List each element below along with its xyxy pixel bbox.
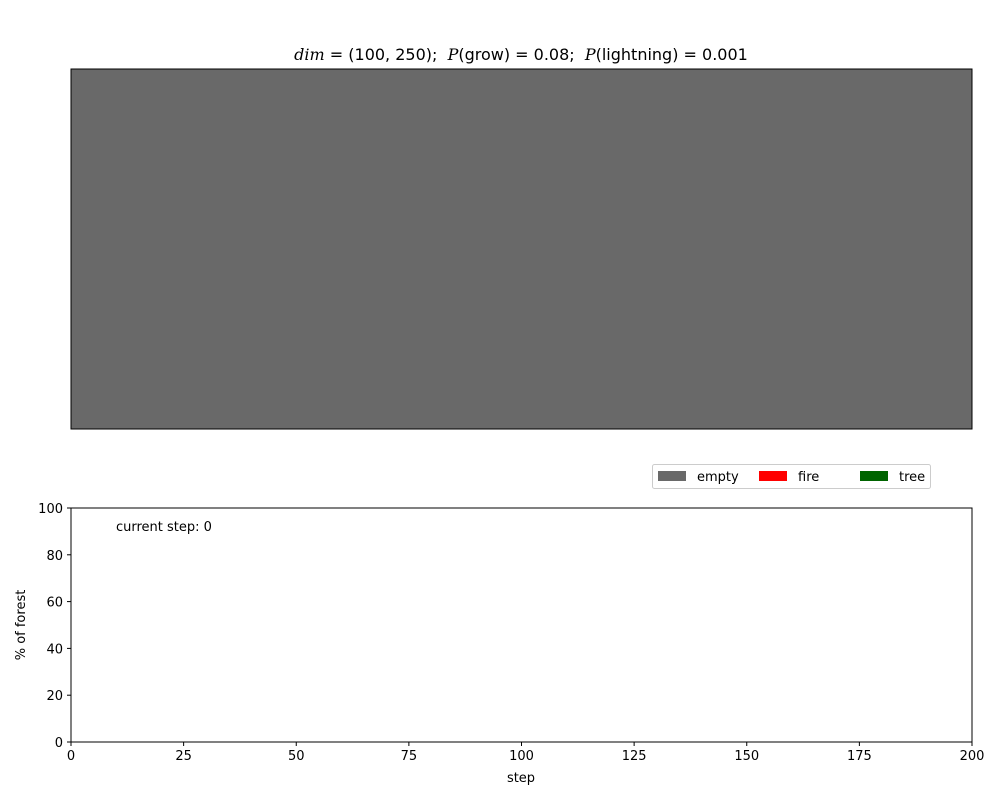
title-p2-var: P [584, 45, 596, 64]
y-tick-label: 80 [46, 549, 63, 564]
x-tick-label: 125 [622, 749, 647, 764]
forest-grid-image [70, 68, 973, 430]
title-p1-var: P [447, 45, 459, 64]
legend: empty fire tree [652, 464, 931, 489]
title-p2-rest: (lightning) = 0.001 [596, 45, 748, 64]
legend-label-empty: empty [697, 470, 739, 485]
legend-frame [652, 464, 931, 489]
legend-swatch-tree [860, 471, 888, 481]
y-tick-label: 60 [46, 596, 63, 611]
grid-title: dim = (100, 250); P(grow) = 0.08; P(ligh… [294, 45, 748, 64]
y-axis-label: % of forest [14, 590, 29, 661]
y-tick-label: 100 [38, 502, 63, 517]
title-dim-var: dim [294, 45, 325, 64]
legend-label-tree: tree [899, 470, 925, 485]
x-tick-label: 50 [288, 749, 305, 764]
x-axis-label: step [507, 771, 535, 786]
y-tick-label: 40 [46, 642, 63, 657]
y-tick-label: 20 [46, 689, 63, 704]
plot-area [70, 507, 973, 743]
x-tick-label: 0 [67, 749, 75, 764]
legend-swatch-fire [759, 471, 787, 481]
current-step-annotation: current step: 0 [116, 520, 212, 535]
x-tick-label: 150 [734, 749, 759, 764]
legend-label-fire: fire [798, 470, 819, 485]
x-tick-label: 75 [401, 749, 418, 764]
x-tick-label: 200 [960, 749, 985, 764]
x-tick-label: 100 [509, 749, 534, 764]
title-p1-rest: (grow) = 0.08; [458, 45, 585, 64]
legend-swatch-empty [658, 471, 686, 481]
x-tick-label: 25 [175, 749, 192, 764]
line-plot: 0 25 50 75 100 125 150 175 200 0 20 40 60 80 100 curr… [14, 502, 984, 786]
y-tick-label: 0 [55, 736, 63, 751]
x-tick-label: 175 [847, 749, 872, 764]
title-dim-val: = (100, 250); [325, 45, 448, 64]
